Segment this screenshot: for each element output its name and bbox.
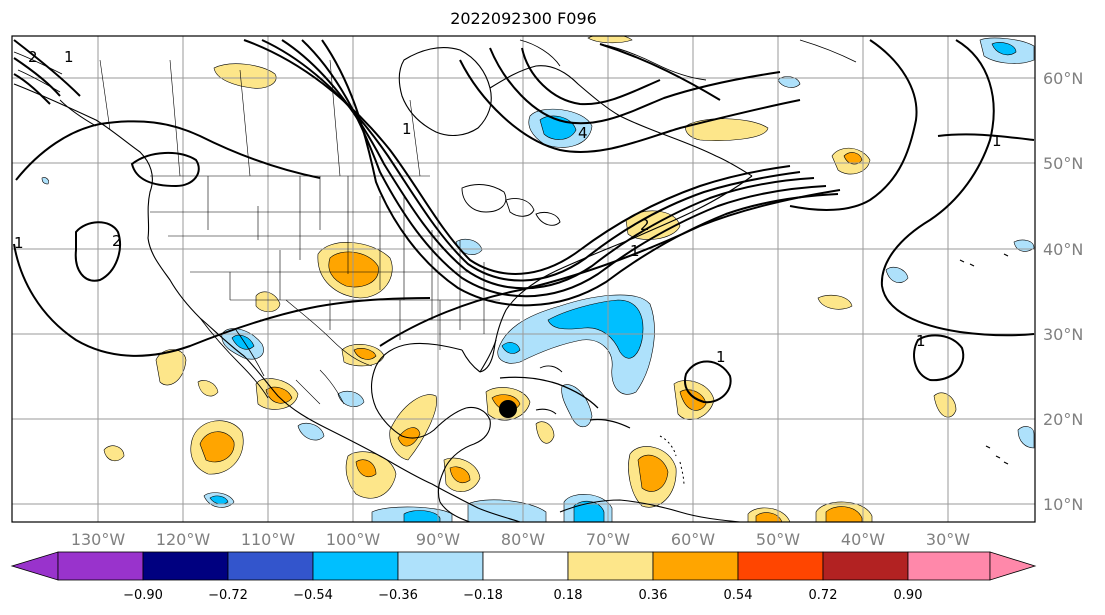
anomaly-blob-neg [231, 334, 255, 350]
colorbar-segment [482, 551, 569, 581]
anomaly-blob-neg [41, 177, 49, 185]
lon-label: 40°W [841, 530, 885, 549]
colorbar-extend-left [10, 551, 59, 581]
contour-label: 1 [716, 348, 726, 366]
latitude-labels: 60°N 50°N 40°N 30°N 20°N 10°N [1043, 69, 1083, 514]
lat-label: 40°N [1043, 240, 1083, 259]
anomaly-blob-neg [209, 495, 229, 505]
anomaly-blob-pos [197, 380, 219, 397]
longitude-labels: 130°W 120°W 110°W 100°W 90°W 80°W 70°W 6… [71, 530, 970, 549]
lat-label: 10°N [1043, 495, 1083, 514]
lat-label: 30°N [1043, 325, 1083, 344]
map-title: 2022092300 F096 [450, 9, 597, 28]
anomaly-blob-pos [825, 506, 863, 522]
colorbar-tick: 0.90 [894, 588, 923, 603]
contour-label: 1 [14, 234, 24, 252]
anomaly-blob-neg [501, 342, 521, 354]
contour-label-group: 1 1 1 1 2 2 2 1 4 1 1 [14, 48, 1002, 366]
anomaly-blob-pos [103, 445, 125, 462]
lon-label: 100°W [326, 530, 381, 549]
lat-label: 50°N [1043, 154, 1083, 173]
anomaly-blob-neg [547, 299, 644, 359]
graticule [12, 36, 1035, 522]
anomaly-blob-pos [397, 427, 421, 447]
colorbar-segment [567, 551, 654, 581]
anomaly-blob-pos [637, 454, 669, 492]
anomaly-blob-pos [265, 386, 293, 404]
anomaly-blob-pos [155, 349, 187, 386]
anomaly-blob-pos [353, 348, 377, 360]
map-content: 1 1 1 1 2 2 2 1 4 1 1 [12, 36, 1035, 522]
contour-label: 1 [64, 48, 74, 66]
lon-label: 60°W [671, 530, 715, 549]
anomaly-blob-pos [449, 466, 471, 483]
anomaly-blob-pos [933, 392, 957, 418]
lon-label: 50°W [756, 530, 800, 549]
lon-label: 110°W [241, 530, 296, 549]
lon-label: 30°W [926, 530, 970, 549]
contour-label: 2 [28, 48, 38, 66]
colorbar-segment [142, 551, 229, 581]
colorbar-segment [397, 551, 484, 581]
colorbar-tick: 0.72 [809, 588, 838, 603]
anomaly-blob-pos [843, 152, 863, 165]
anomaly-blob-neg [467, 499, 547, 522]
colorbar-tick: −0.72 [208, 588, 248, 603]
anomaly-blob-neg [777, 76, 801, 88]
colorbar-segment [822, 551, 909, 581]
anomaly-blob-neg [403, 510, 441, 522]
contour-label: 2 [640, 216, 650, 234]
colorbar-segment [312, 551, 399, 581]
contour-label: 1 [992, 132, 1002, 150]
contour-label: 4 [578, 124, 588, 142]
anomaly-blob-neg [885, 266, 909, 283]
anomaly-blob-pos [587, 36, 633, 44]
colorbar [10, 551, 1037, 581]
colorbar-tick: 0.54 [724, 588, 753, 603]
colorbar-tick: 0.36 [639, 588, 668, 603]
anomaly-blob-neg [337, 390, 365, 407]
anomaly-blob-neg [991, 42, 1017, 56]
colorbar-segment [57, 551, 144, 581]
anomaly-blob-pos [199, 431, 235, 463]
lon-label: 120°W [156, 530, 211, 549]
colorbar-tick: 0.18 [554, 588, 583, 603]
colorbar-extend-right [989, 551, 1037, 581]
political-borders [99, 59, 520, 405]
lon-label: 130°W [71, 530, 126, 549]
anomaly-blob-pos [328, 251, 379, 288]
contour-label: 1 [402, 120, 412, 138]
colorbar-tick: −0.36 [378, 588, 418, 603]
anomaly-blob-neg [297, 423, 325, 441]
colorbar-tick: −0.54 [293, 588, 333, 603]
colorbar-tick: −0.18 [463, 588, 503, 603]
contour-label: 1 [916, 332, 926, 350]
anomaly-blob-pos [817, 294, 853, 310]
lon-label: 90°W [416, 530, 460, 549]
lon-label: 70°W [586, 530, 630, 549]
lat-label: 60°N [1043, 69, 1083, 88]
anomaly-blob-pos [535, 421, 555, 444]
contour-label: 2 [112, 232, 122, 250]
anomaly-blob-neg [561, 384, 593, 428]
storm-center-marker [499, 400, 517, 418]
colorbar-segment [907, 551, 991, 581]
colorbar-segment [737, 551, 824, 581]
colorbar-tick: −0.90 [123, 588, 163, 603]
lat-label: 20°N [1043, 410, 1083, 429]
contour-lines [13, 39, 1035, 404]
colorbar-ticks: −0.90 −0.72 −0.54 −0.36 −0.18 0.18 0.36 … [123, 588, 922, 603]
lon-label: 80°W [501, 530, 545, 549]
colorbar-segment [652, 551, 739, 581]
contour-label: 1 [630, 242, 640, 260]
anomaly-blob-pos [355, 459, 377, 477]
colorbar-segment [227, 551, 314, 581]
anomaly-blob-neg [1017, 426, 1035, 449]
anomaly-blob-pos [755, 512, 783, 522]
anomaly-blob-pos [213, 63, 277, 89]
map-frame [11, 35, 1036, 523]
